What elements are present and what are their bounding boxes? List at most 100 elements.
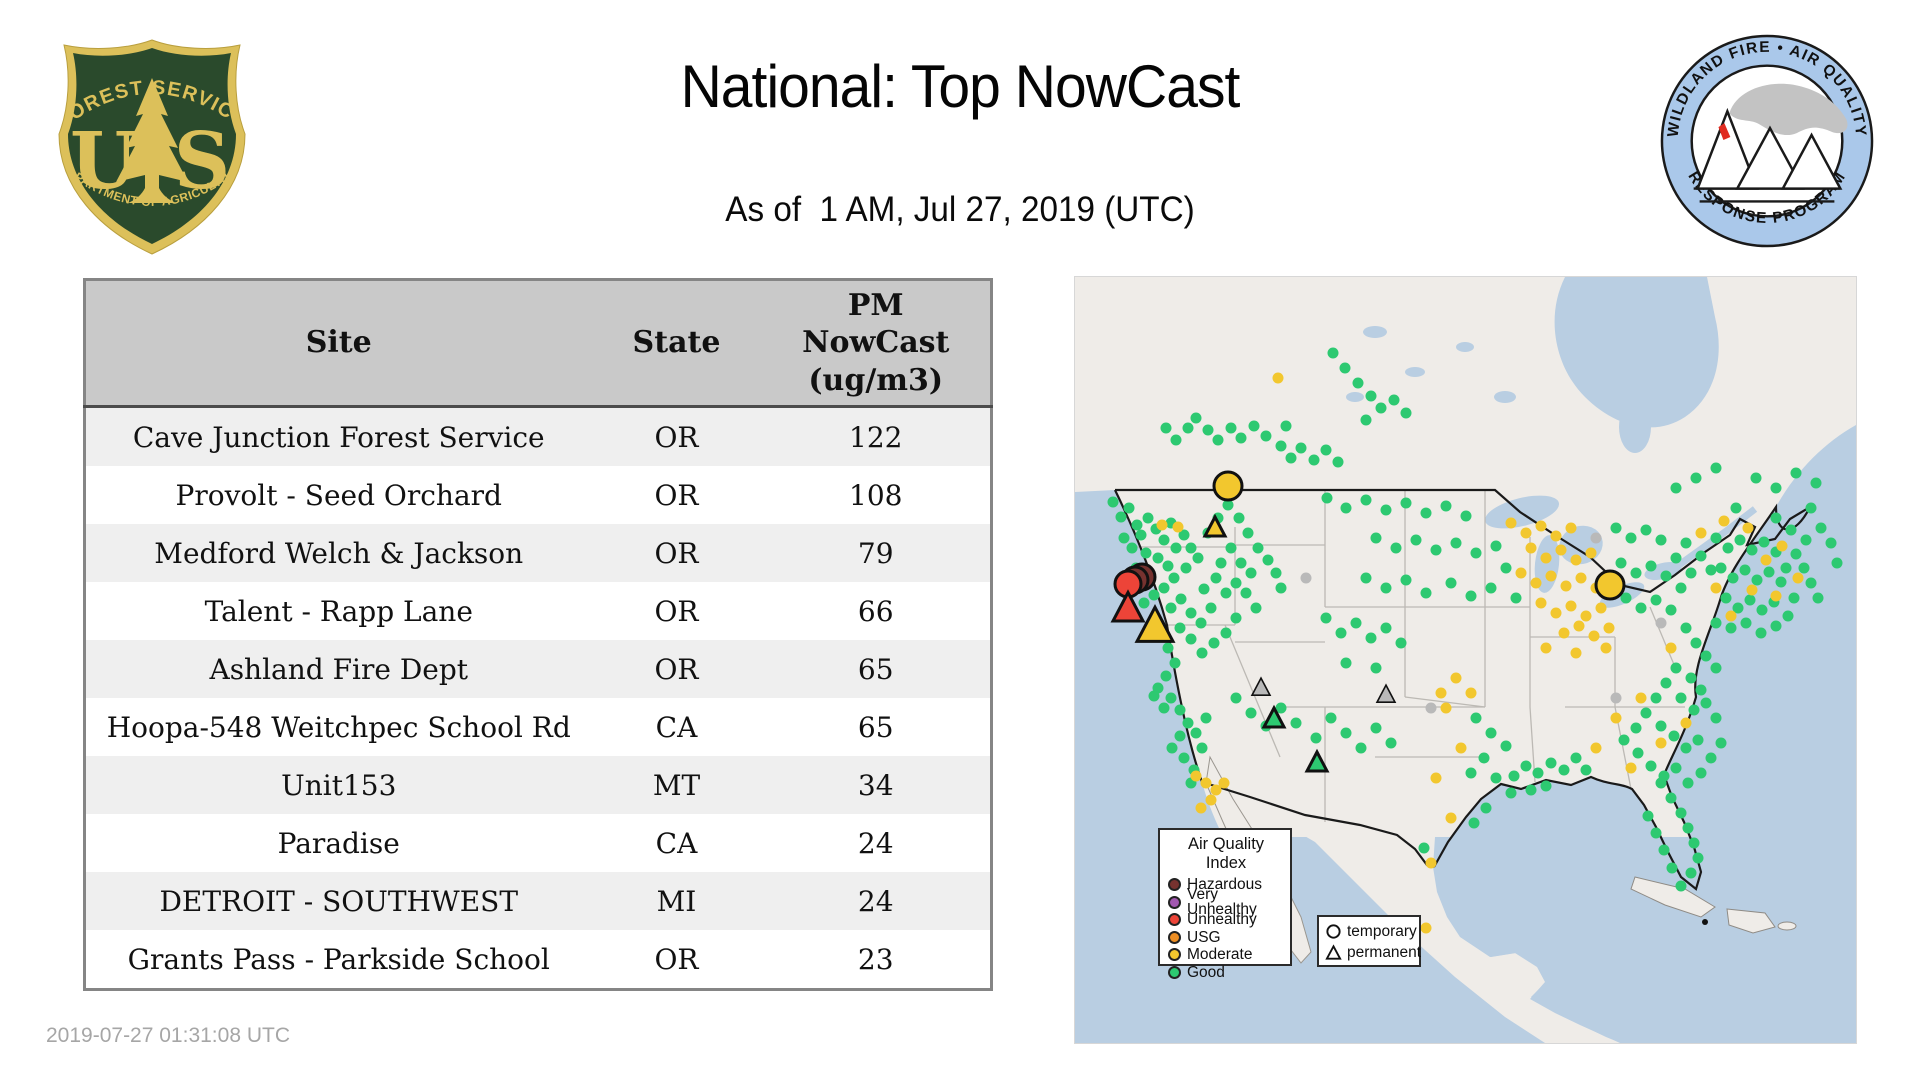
monitor-dot xyxy=(1705,752,1717,764)
temporary-site-marker xyxy=(1212,470,1244,502)
monitor-dot xyxy=(1655,617,1667,629)
monitor-dot xyxy=(1230,577,1242,589)
monitor-dot xyxy=(1215,557,1227,569)
monitor-dot xyxy=(1558,627,1570,639)
monitor-dot xyxy=(1595,602,1607,614)
table-row: Paradise CA 24 xyxy=(84,814,992,872)
monitor-dot xyxy=(1285,452,1297,464)
monitor-dot xyxy=(1160,670,1172,682)
monitor-dot xyxy=(1550,607,1562,619)
monitor-dot xyxy=(1169,657,1181,669)
monitor-dot xyxy=(1785,524,1797,536)
monitor-dot xyxy=(1162,560,1174,572)
monitor-dot xyxy=(1390,542,1402,554)
unhealthy-swatch-icon xyxy=(1168,913,1181,927)
value-cell: 34 xyxy=(761,756,992,814)
monitor-dot xyxy=(1165,692,1177,704)
monitor-dot xyxy=(1332,456,1344,468)
monitor-dot xyxy=(1695,527,1707,539)
monitor-dot xyxy=(1340,727,1352,739)
monitor-dot xyxy=(1715,737,1727,749)
monitor-dot xyxy=(1790,548,1802,560)
monitor-dot xyxy=(1490,540,1502,552)
aqi-legend-item: Unhealthy xyxy=(1168,911,1284,929)
monitor-dot xyxy=(1158,582,1170,594)
monitor-dot xyxy=(1632,747,1644,759)
monitor-dot xyxy=(1220,587,1232,599)
monitor-dot xyxy=(1190,770,1202,782)
site-cell: Unit153 xyxy=(84,756,592,814)
monitor-dot xyxy=(1115,511,1127,523)
monitor-dot xyxy=(1665,642,1677,654)
permanent-site-marker xyxy=(1202,513,1228,538)
monitor-dot xyxy=(1732,602,1744,614)
monitor-dot xyxy=(1640,707,1652,719)
page-subtitle: As of 1 AM, Jul 27, 2019 (UTC) xyxy=(725,190,1195,229)
monitor-dot xyxy=(1776,540,1788,552)
monitor-dot xyxy=(1410,534,1422,546)
temporary-site-marker xyxy=(1594,569,1626,601)
monitor-dot xyxy=(1290,717,1302,729)
monitor-dot xyxy=(1185,542,1197,554)
monitor-dot xyxy=(1158,702,1170,714)
monitor-dot xyxy=(1182,422,1194,434)
monitor-dot xyxy=(1680,622,1692,634)
monitor-dot xyxy=(1425,857,1437,869)
legend-row-permanent: permanent xyxy=(1325,942,1421,963)
monitor-dot xyxy=(1178,752,1190,764)
aqi-legend-label: Good xyxy=(1187,963,1225,981)
aqi-legend-item: Good xyxy=(1168,964,1284,982)
monitor-dot xyxy=(1580,610,1592,622)
monitor-dot xyxy=(1710,617,1722,629)
monitor-dot xyxy=(1170,434,1182,446)
forest-service-shield-icon: FOREST SERVICE DEPARTMENT OF AGRICULTURE… xyxy=(45,19,246,255)
site-cell: Paradise xyxy=(84,814,592,872)
monitor-dot xyxy=(1540,780,1552,792)
moderate-swatch-icon xyxy=(1168,948,1181,962)
monitor-dot xyxy=(1420,507,1432,519)
monitor-dot xyxy=(1245,707,1257,719)
monitor-dot xyxy=(1658,844,1670,856)
monitor-dot xyxy=(1135,529,1147,541)
monitor-dot xyxy=(1666,862,1678,874)
monitor-dot xyxy=(1222,499,1234,511)
monitor-dot xyxy=(1790,467,1802,479)
monitor-dot xyxy=(1195,617,1207,629)
monitor-dot xyxy=(1225,422,1237,434)
aqi-legend-item: Very Unhealthy xyxy=(1168,887,1284,918)
monitor-dot xyxy=(1270,567,1282,579)
fire-mark-icon xyxy=(1718,123,1731,141)
monitor-dot xyxy=(1250,602,1262,614)
table-row: Cave Junction Forest Service OR 122 xyxy=(84,406,992,466)
monitor-dot xyxy=(1140,547,1152,559)
monitor-dot xyxy=(1175,593,1187,605)
aqi-legend-item: Hazardous xyxy=(1168,876,1284,894)
monitor-dot xyxy=(1465,767,1477,779)
legend-label-permanent: permanent xyxy=(1347,943,1422,961)
monitor-dot xyxy=(1710,532,1722,544)
value-cell: 66 xyxy=(761,582,992,640)
monitor-dot xyxy=(1126,542,1138,554)
state-cell: CA xyxy=(591,814,762,872)
monitor-dot xyxy=(1440,500,1452,512)
monitor-dot xyxy=(1400,574,1412,586)
monitor-dot xyxy=(1590,742,1602,754)
monitor-dot xyxy=(1730,502,1742,514)
monitor-dot xyxy=(1782,610,1794,622)
aqi-legend-item: USG xyxy=(1168,929,1284,947)
monitor-dot xyxy=(1750,472,1762,484)
table-row: Grants Pass - Parkside School OR 23 xyxy=(84,930,992,990)
monitor-dot xyxy=(1520,527,1532,539)
monitor-dot xyxy=(1385,737,1397,749)
value-cell: 108 xyxy=(761,466,992,524)
monitor-dot xyxy=(1192,552,1204,564)
monitor-dot xyxy=(1196,742,1208,754)
monitor-dot xyxy=(1320,612,1332,624)
monitor-dot xyxy=(1380,504,1392,516)
monitor-dot xyxy=(1252,542,1264,554)
monitor-dot xyxy=(1700,650,1712,662)
monitor-dot xyxy=(1275,702,1287,714)
monitor-dot xyxy=(1205,794,1217,806)
monitor-dot xyxy=(1770,620,1782,632)
monitor-dot xyxy=(1465,590,1477,602)
